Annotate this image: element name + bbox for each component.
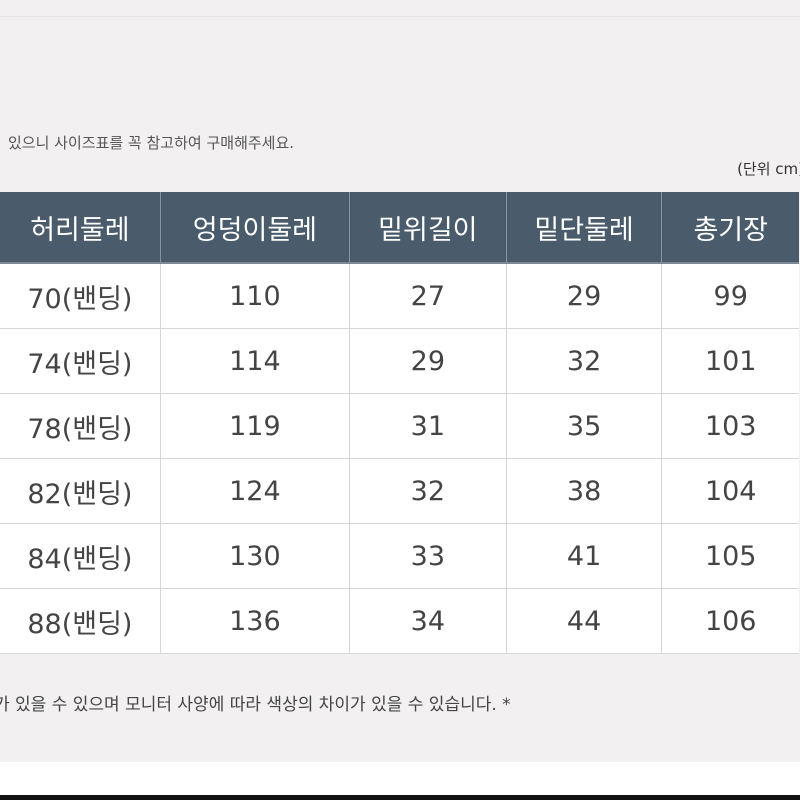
table-cell: 70(밴딩) xyxy=(0,263,161,329)
table-cell: 99 xyxy=(661,263,799,329)
table-row: 78(밴딩) 119 31 35 103 xyxy=(0,393,799,459)
column-header: 밑단둘레 xyxy=(505,192,662,264)
table-row: 84(밴딩) 130 33 41 105 xyxy=(0,523,799,589)
table-cell: 124 xyxy=(159,458,350,524)
table-cell: 31 xyxy=(348,393,507,459)
table-cell: 114 xyxy=(159,328,350,394)
size-table: 허리둘레 엉덩이둘레 밑위길이 밑단둘레 총기장 70(밴딩) 110 27 29 99 74(밴… xyxy=(0,192,799,654)
table-cell: 84(밴딩) xyxy=(0,523,161,589)
table-cell: 27 xyxy=(348,263,507,329)
table-cell: 78(밴딩) xyxy=(0,393,161,459)
table-cell: 32 xyxy=(505,328,662,394)
table-cell: 110 xyxy=(159,263,350,329)
table-cell: 32 xyxy=(348,458,507,524)
table-cell: 34 xyxy=(348,588,507,654)
unit-label: (단위 cm) xyxy=(737,160,800,178)
column-header: 엉덩이둘레 xyxy=(159,192,350,264)
table-cell: 88(밴딩) xyxy=(0,588,161,654)
table-cell: 41 xyxy=(505,523,662,589)
table-row: 74(밴딩) 114 29 32 101 xyxy=(0,328,799,394)
table-row: 82(밴딩) 124 32 38 104 xyxy=(0,458,799,524)
table-cell: 35 xyxy=(505,393,662,459)
size-notice: 있으니 사이즈표를 꼭 참고하여 구매해주세요. xyxy=(8,134,295,152)
table-cell: 29 xyxy=(505,263,662,329)
column-header: 총기장 xyxy=(661,192,799,264)
table-cell: 136 xyxy=(159,588,350,654)
table-cell: 38 xyxy=(505,458,662,524)
footnote: 가 있을 수 있으며 모니터 사양에 따라 색상의 차이가 있을 수 있습니다.… xyxy=(0,695,511,715)
table-cell: 104 xyxy=(661,458,799,524)
bottom-border xyxy=(0,795,800,800)
column-header: 허리둘레 xyxy=(0,192,161,264)
table-header-row: 허리둘레 엉덩이둘레 밑위길이 밑단둘레 총기장 xyxy=(0,192,799,264)
table-cell: 101 xyxy=(661,328,799,394)
table-cell: 105 xyxy=(661,523,799,589)
table-cell: 106 xyxy=(661,588,799,654)
table-cell: 103 xyxy=(661,393,799,459)
divider xyxy=(0,16,800,17)
column-header: 밑위길이 xyxy=(348,192,507,264)
table-cell: 119 xyxy=(159,393,350,459)
table-row: 70(밴딩) 110 27 29 99 xyxy=(0,263,799,329)
table-cell: 44 xyxy=(505,588,662,654)
table-cell: 29 xyxy=(348,328,507,394)
table-cell: 130 xyxy=(159,523,350,589)
table-row: 88(밴딩) 136 34 44 106 xyxy=(0,588,799,654)
table-cell: 82(밴딩) xyxy=(0,458,161,524)
table-cell: 33 xyxy=(348,523,507,589)
table-cell: 74(밴딩) xyxy=(0,328,161,394)
